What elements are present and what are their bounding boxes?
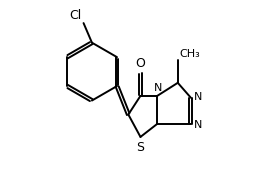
Text: CH₃: CH₃ [180,49,200,58]
Text: N: N [194,92,203,102]
Text: N: N [154,83,162,93]
Text: S: S [136,141,144,154]
Text: N: N [194,120,203,130]
Text: O: O [135,57,146,70]
Text: Cl: Cl [69,9,82,22]
